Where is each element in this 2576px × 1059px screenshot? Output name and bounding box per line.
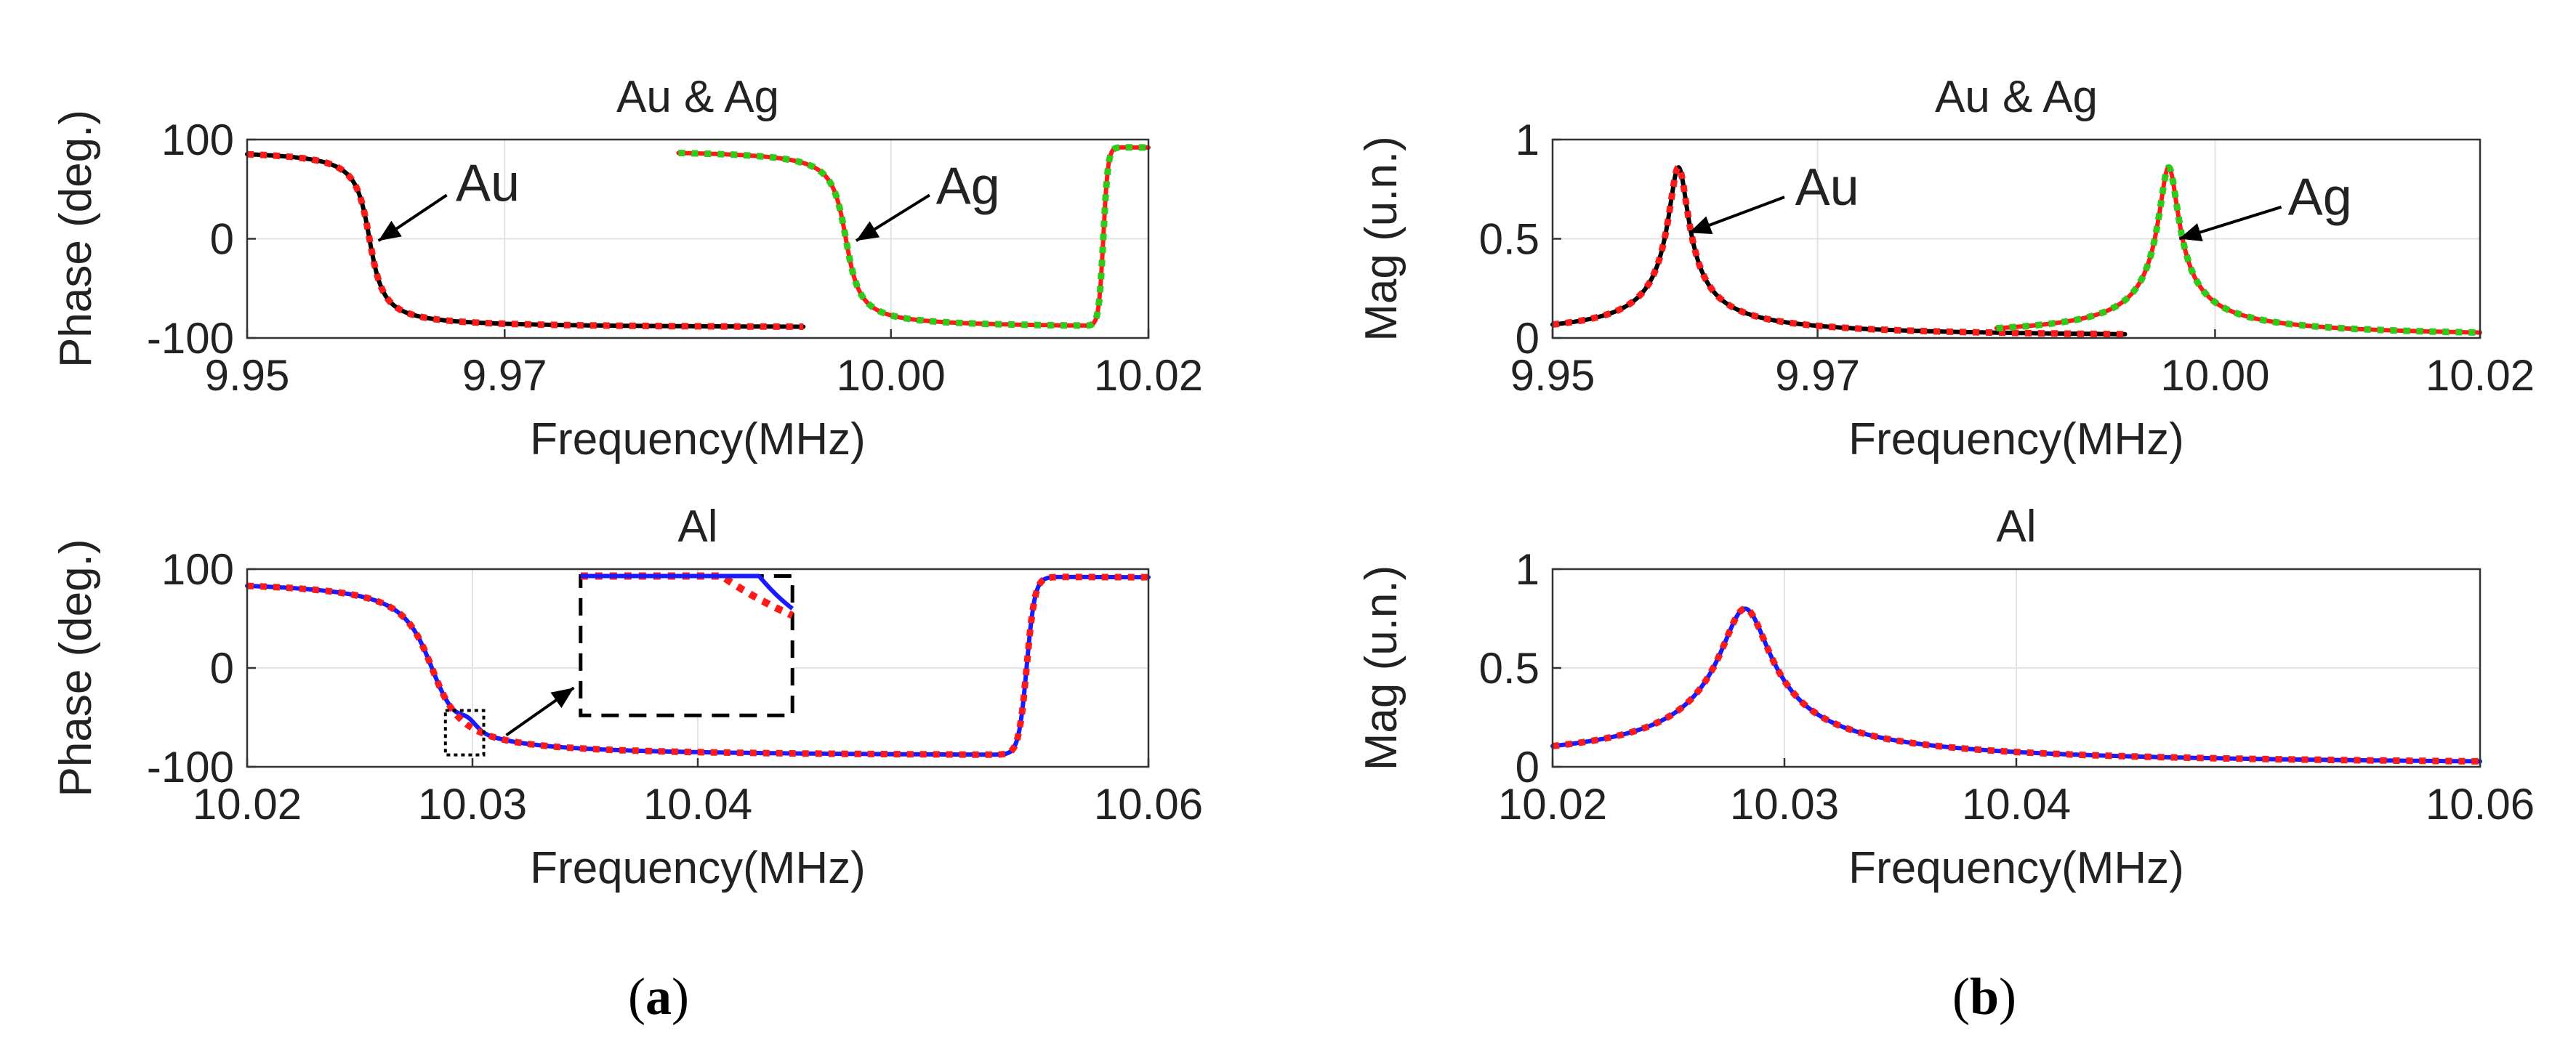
x-tick-label: 9.95	[205, 351, 290, 400]
annotation-arrowhead	[2179, 223, 2203, 241]
x-tick-label: 10.03	[1730, 780, 1839, 829]
series-au-fit	[244, 150, 806, 330]
y-tick-label: 100	[161, 545, 234, 594]
panel-label-b-open: (	[1952, 967, 1970, 1026]
series-al-fit	[245, 573, 1151, 758]
annotation-label: Ag	[2288, 169, 2352, 227]
panel-label-a-open: (	[628, 967, 645, 1026]
series-au-fit	[1550, 164, 2128, 338]
annotation-arrowhead	[856, 221, 880, 241]
x-tick-label: 10.04	[1962, 780, 2071, 829]
series-ag-measured	[676, 145, 1151, 328]
x-tick-label: 10.02	[1094, 351, 1203, 400]
x-tick-label: 10.06	[1094, 780, 1203, 829]
x-tick-label: 10.02	[193, 780, 302, 829]
panel-label-a: (a)	[628, 967, 689, 1027]
x-axis-label: Frequency(MHz)	[1848, 843, 2184, 893]
annotation-arrowhead	[378, 220, 402, 241]
x-axis-label: Frequency(MHz)	[1848, 414, 2184, 464]
x-axis-label: Frequency(MHz)	[530, 414, 866, 464]
y-tick-label: 0	[1516, 314, 1539, 363]
series-ag-fit	[1994, 164, 2483, 336]
y-tick-label: 0.5	[1479, 215, 1539, 264]
panel-label-a-letter: a	[645, 967, 672, 1026]
y-tick-label: 0.5	[1479, 644, 1539, 693]
chart-phase-au-ag: 9.95 9.97 10.00 10.02 -100 0 100 Au & Ag Frequen…	[51, 72, 1203, 464]
panel-label-b-close: )	[1999, 967, 2017, 1026]
y-tick-label: 0	[210, 215, 234, 264]
x-tick-label: 9.95	[1510, 351, 1595, 400]
chart-title: Au & Ag	[616, 72, 779, 122]
annotation-label: Au	[456, 155, 520, 213]
chart-title: Al	[1996, 502, 2036, 552]
x-tick-label: 10.03	[418, 780, 527, 829]
x-tick-label: 9.97	[1775, 351, 1860, 400]
y-axis-label: Mag (u.n.)	[1356, 565, 1406, 771]
panel-label-b-letter: b	[1969, 967, 2000, 1026]
y-axis-label: Mag (u.n.)	[1356, 136, 1406, 342]
chart-phase-al: 10.02 10.03 10.04 10.06 -100 0 100 Al Frequency(…	[51, 502, 1203, 893]
x-tick-label: 9.97	[462, 351, 547, 400]
annotation-label: Ag	[936, 158, 1000, 216]
x-tick-label: 10.06	[2426, 780, 2535, 829]
x-tick-label: 10.00	[837, 351, 946, 400]
y-tick-label: 100	[161, 116, 234, 164]
panel-label-b: (b)	[1952, 967, 2016, 1027]
chart-mag-au-ag: 9.95 9.97 10.00 10.02 0 0.5 1 Au & Ag Frequency(…	[1356, 72, 2535, 464]
zoom-inset-box	[579, 574, 794, 717]
zoom-source-box	[443, 709, 486, 757]
y-tick-label: 1	[1516, 545, 1539, 594]
y-axis-label: Phase (deg.)	[51, 539, 101, 797]
chart-title: Au & Ag	[1935, 72, 2098, 122]
x-tick-label: 10.02	[1498, 780, 1607, 829]
inset-series-al-measured	[580, 573, 794, 611]
y-axis-label: Phase (deg.)	[51, 110, 101, 368]
series-al-fit	[1550, 605, 2482, 765]
chart-mag-al: 10.02 10.03 10.04 10.06 0 0.5 1 Al Frequency(MHz…	[1356, 502, 2535, 893]
y-tick-label: -100	[147, 314, 234, 363]
annotation-arrowhead	[550, 688, 574, 709]
chart-title: Al	[677, 502, 717, 552]
y-tick-label: 1	[1516, 116, 1539, 164]
panel-label-a-close: )	[671, 967, 689, 1026]
y-tick-label: 0	[210, 644, 234, 693]
x-axis-label: Frequency(MHz)	[530, 843, 866, 893]
x-tick-label: 10.04	[643, 780, 752, 829]
x-tick-label: 10.02	[2426, 351, 2535, 400]
annotation-arrowhead	[1689, 216, 1713, 234]
x-tick-label: 10.00	[2160, 351, 2269, 400]
annotation-label: Au	[1795, 158, 1859, 217]
y-tick-label: 0	[1516, 743, 1539, 792]
y-tick-label: -100	[147, 743, 234, 792]
